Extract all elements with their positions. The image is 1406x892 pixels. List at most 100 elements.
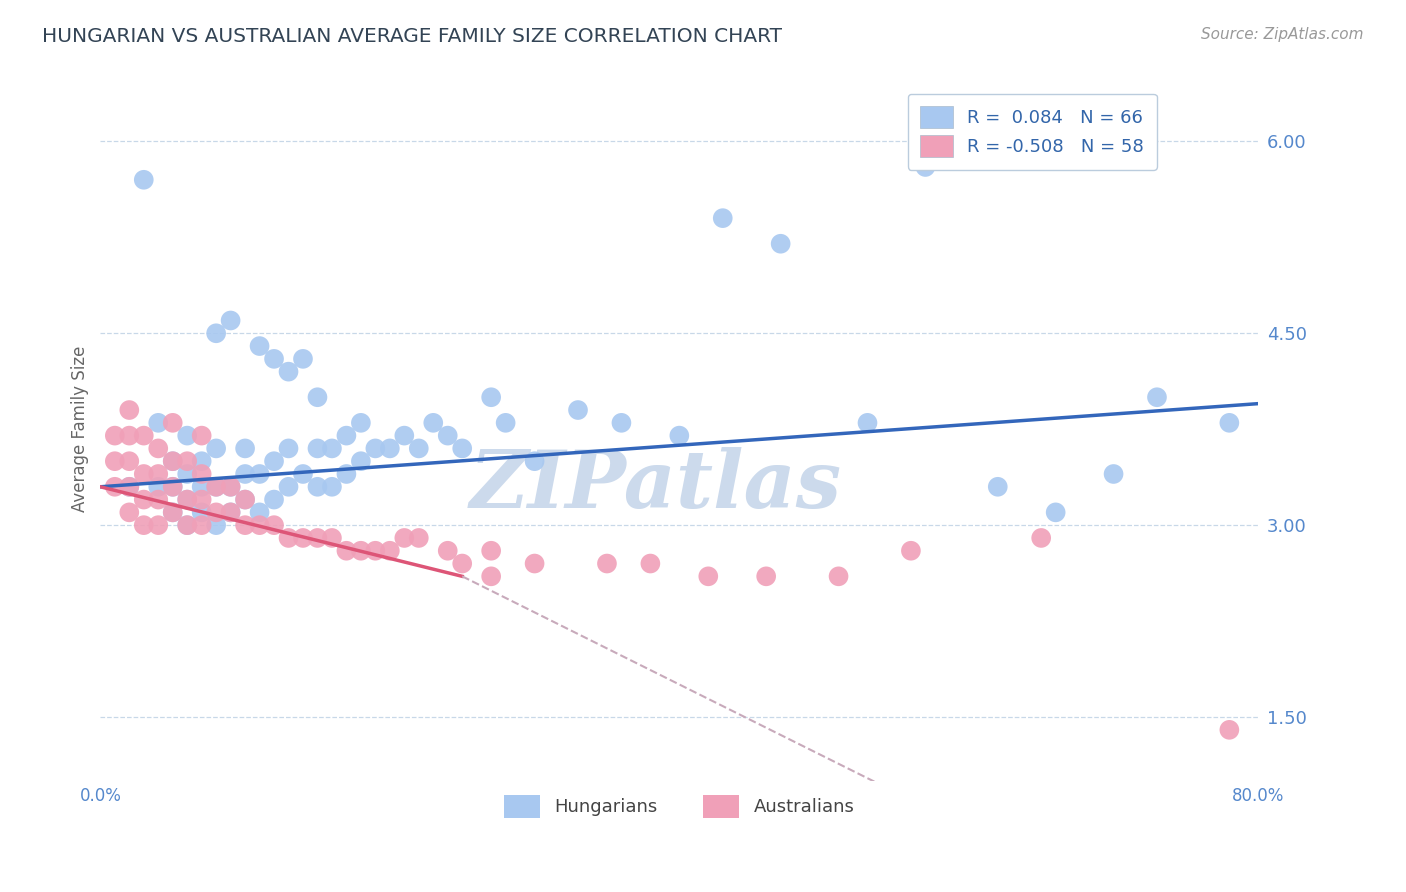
Point [900, 543, 922, 558]
Point [205, 518, 228, 533]
Point [176, 454, 198, 468]
Point [104, 428, 127, 442]
Point [205, 505, 228, 519]
Point [263, 492, 285, 507]
Point [233, 492, 256, 507]
Point [567, 403, 589, 417]
Point [162, 505, 184, 519]
Point [190, 454, 212, 468]
Point [219, 480, 242, 494]
Point [162, 454, 184, 468]
Point [219, 313, 242, 327]
Point [205, 480, 228, 494]
Point [148, 467, 170, 481]
Point [408, 531, 430, 545]
Point [148, 442, 170, 456]
Point [104, 454, 127, 468]
Point [292, 351, 315, 366]
Point [263, 518, 285, 533]
Point [118, 403, 141, 417]
Point [277, 531, 299, 545]
Point [190, 492, 212, 507]
Point [1045, 505, 1067, 519]
Point [755, 569, 778, 583]
Point [479, 569, 502, 583]
Point [148, 518, 170, 533]
Point [162, 480, 184, 494]
Point [364, 543, 387, 558]
Point [132, 428, 155, 442]
Point [1218, 416, 1240, 430]
Point [523, 557, 546, 571]
Point [668, 428, 690, 442]
Point [1146, 390, 1168, 404]
Point [479, 543, 502, 558]
Point [249, 505, 271, 519]
Point [148, 480, 170, 494]
Point [292, 531, 315, 545]
Point [436, 543, 458, 558]
Point [495, 416, 517, 430]
Point [118, 428, 141, 442]
Point [233, 492, 256, 507]
Point [292, 467, 315, 481]
Point [394, 531, 416, 545]
Point [277, 480, 299, 494]
Point [233, 442, 256, 456]
Point [697, 569, 720, 583]
Point [132, 173, 155, 187]
Point [350, 454, 373, 468]
Point [321, 442, 343, 456]
Point [321, 480, 343, 494]
Point [335, 467, 357, 481]
Point [479, 390, 502, 404]
Point [914, 160, 936, 174]
Point [350, 543, 373, 558]
Point [190, 505, 212, 519]
Point [640, 557, 662, 571]
Point [711, 211, 734, 226]
Point [451, 442, 474, 456]
Point [104, 480, 127, 494]
Point [307, 390, 329, 404]
Point [321, 531, 343, 545]
Point [118, 505, 141, 519]
Point [148, 416, 170, 430]
Point [436, 428, 458, 442]
Point [277, 442, 299, 456]
Point [249, 467, 271, 481]
Point [263, 454, 285, 468]
Point [219, 505, 242, 519]
Point [176, 492, 198, 507]
Point [176, 518, 198, 533]
Point [176, 467, 198, 481]
Y-axis label: Average Family Size: Average Family Size [72, 346, 89, 512]
Text: HUNGARIAN VS AUSTRALIAN AVERAGE FAMILY SIZE CORRELATION CHART: HUNGARIAN VS AUSTRALIAN AVERAGE FAMILY S… [42, 27, 782, 45]
Point [987, 480, 1010, 494]
Point [378, 442, 401, 456]
Point [451, 557, 474, 571]
Point [176, 518, 198, 533]
Point [263, 351, 285, 366]
Point [205, 442, 228, 456]
Point [307, 531, 329, 545]
Point [856, 416, 879, 430]
Point [335, 428, 357, 442]
Point [307, 480, 329, 494]
Point [148, 492, 170, 507]
Point [132, 467, 155, 481]
Point [394, 428, 416, 442]
Point [769, 236, 792, 251]
Point [162, 480, 184, 494]
Point [118, 454, 141, 468]
Point [118, 480, 141, 494]
Point [1218, 723, 1240, 737]
Point [378, 543, 401, 558]
Point [307, 442, 329, 456]
Point [132, 518, 155, 533]
Point [190, 467, 212, 481]
Point [219, 480, 242, 494]
Point [176, 492, 198, 507]
Point [335, 543, 357, 558]
Point [162, 505, 184, 519]
